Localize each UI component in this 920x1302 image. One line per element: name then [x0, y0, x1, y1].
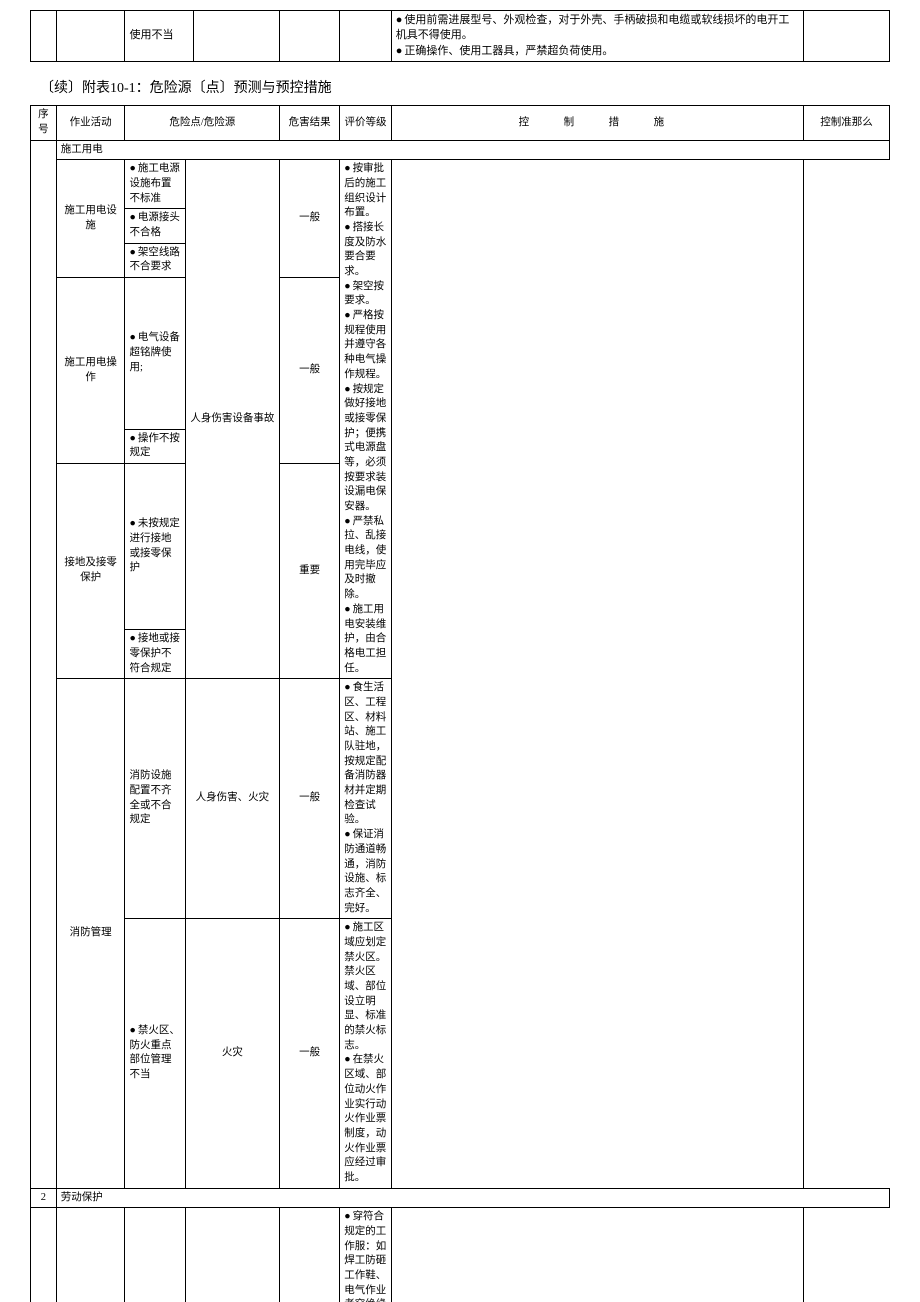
ctrl-p7: 施工用电安装维护，由合格电工担任。: [344, 603, 387, 676]
result-fire1: 人身伤害、火灾: [185, 679, 279, 919]
ctrl-p5: 按规定做好接地或接零保护；便携式电源盘等，必须按要求装设漏电保安器。: [344, 383, 387, 515]
hazard-2a: 电气设备超铭牌使用;: [125, 278, 185, 430]
ctrl-f1: 食生活区、工程区、材料站、施工队驻地，按规定配备消防器材并定期检查试验。: [344, 681, 387, 828]
controls-power: 按审批后的施工组织设计布置。 搭接长度及防水要合要求。 架空按要求。 严格按规程…: [340, 160, 392, 679]
hazard-1: 施工电源设施布置不标准: [125, 160, 185, 209]
activity-construction-power: 施工用电: [56, 140, 889, 160]
ctrl-p6: 严禁私拉、乱接电线，使用完毕应及时撤除。: [344, 515, 387, 603]
top-cell-controls: 使用前需进展型号、外观检查，对于外壳、手柄破损和电缆或软线损坏的电开工机具不得使…: [391, 11, 803, 62]
sub-dress: 人员着装: [56, 1208, 125, 1302]
result-fire2: 火灾: [185, 919, 279, 1188]
top-cell-empty5: [340, 11, 392, 62]
hazard-text-1a: 施工电源设施布置不标准: [129, 162, 180, 206]
top-cell-empty4: [280, 11, 340, 62]
hazard-text-1b: 电源接头不合格: [129, 211, 180, 240]
header-row: 序号 作业活动 危险点/危险源 危害结果 评价等级 控 制 措 施 控制准那么: [31, 106, 890, 140]
header-level: 评价等级: [340, 106, 392, 140]
header-result: 危害结果: [280, 106, 340, 140]
hazard-3b: 接地或接零保护不符合规定: [125, 630, 185, 679]
hazard-2b: 操作不按规定: [125, 429, 185, 463]
hazard-text-1c: 架空线路不合要求: [129, 246, 180, 275]
level-fire1: 一般: [280, 679, 340, 919]
sub-power-facility: 施工用电设施: [56, 160, 125, 278]
header-basis: 控制准那么: [804, 106, 890, 140]
hazard-table: 序号 作业活动 危险点/危险源 危害结果 评价等级 控 制 措 施 控制准那么 …: [30, 105, 890, 1189]
ctrl-f3: 施工区域应划定禁火区。禁火区域、部位设立明显、标准的禁火标志。: [344, 921, 387, 1053]
hazard-fire1: 消防设施配置不齐全或不合规定: [125, 679, 185, 919]
hazard-text-3a: 未按规定进行接地或接零保护: [129, 517, 180, 576]
hazard-text-2b: 操作不按规定: [129, 432, 180, 461]
hazard-table-2: 2 劳动保护 人员着装 着装不正确 人身伤害 一般 穿符合规定的工作服：如焊工防…: [30, 1188, 890, 1302]
hazard-1b: 电源接头不合格: [125, 209, 185, 243]
basis-power: [391, 160, 803, 1188]
ctrl-f2: 保证消防通道畅通，消防设施、标志齐全、完好。: [344, 828, 387, 916]
table-title: 〔续〕附表10-1：危险源〔点〕预测与预控措施: [30, 77, 890, 97]
hazard-text-3b: 接地或接零保护不符合规定: [129, 632, 180, 676]
header-seq: 序号: [31, 106, 57, 140]
top-cell-usage: 使用不当: [125, 11, 194, 62]
ctrl-f4: 在禁火区域、部位动火作业实行动火作业票制度，动火作业票应经过审批。: [344, 1053, 387, 1185]
controls-dress: 穿符合规定的工作服：如焊工防砸工作鞋、电气作业者穿绝缘鞋、登高作业穿防滑鞋等。 …: [340, 1208, 392, 1302]
hazard-fire2-text: 禁火区、防火重点部位管理不当: [129, 1024, 180, 1083]
top-cell-empty3: [194, 11, 280, 62]
activity-labor: 劳动保护: [56, 1188, 889, 1208]
sub-fire: 消防管理: [56, 679, 125, 1188]
sub-grounding: 接地及接零保护: [56, 463, 125, 678]
header-hazard: 危险点/危险源: [125, 106, 280, 140]
seq-cell: [31, 140, 57, 1188]
top-summary-table: 使用不当 使用前需进展型号、外观检查，对于外壳、手柄破损和电缆或软线损坏的电开工…: [30, 10, 890, 62]
hazard-fire2: 禁火区、防火重点部位管理不当: [125, 919, 185, 1188]
level-dress: 一般: [280, 1208, 340, 1302]
header-control: 控 制 措 施: [391, 106, 803, 140]
hazard-dress: 着装不正确: [125, 1208, 185, 1302]
hazard-text-2a: 电气设备超铭牌使用;: [129, 331, 180, 375]
level-important-1: 重要: [280, 463, 340, 678]
hazard-3a: 未按规定进行接地或接零保护: [125, 463, 185, 629]
ctrl-p1: 按审批后的施工组织设计布置。: [344, 162, 387, 221]
level-normal-2: 一般: [280, 278, 340, 464]
result-dress: 人身伤害: [185, 1208, 279, 1302]
seq-blank-labor: [31, 1208, 57, 1302]
ctrl-d1: 穿符合规定的工作服：如焊工防砸工作鞋、电气作业者穿绝缘鞋、登高作业穿防滑鞋等。: [344, 1210, 387, 1302]
basis-env: 安规〔线〕5.2.4、: [391, 1208, 803, 1302]
ctrl-p2: 搭接长度及防水要合要求。: [344, 221, 387, 280]
seq2-cell: 2: [31, 1188, 57, 1208]
top-control-2: 正确操作、使用工器具，严禁超负荷使用。: [396, 44, 799, 59]
hazard-1c: 架空线路不合要求: [125, 243, 185, 277]
ctrl-p3: 架空按要求。: [344, 280, 387, 309]
level-normal-1: 一般: [280, 160, 340, 278]
top-control-1: 使用前需进展型号、外观检查，对于外壳、手柄破损和电缆或软线损坏的电开工机具不得使…: [396, 13, 799, 44]
controls-fire2: 施工区域应划定禁火区。禁火区域、部位设立明显、标准的禁火标志。 在禁火区域、部位…: [340, 919, 392, 1188]
result-injury: 人身伤害设备事故: [185, 160, 279, 679]
level-fire2: 一般: [280, 919, 340, 1188]
sub-power-op: 施工用电操作: [56, 278, 125, 464]
top-cell-empty6: [804, 11, 890, 62]
top-cell-empty1: [31, 11, 57, 62]
top-cell-empty2: [56, 11, 125, 62]
ctrl-p4: 严格按规程使用并遵守各种电气操作规程。: [344, 309, 387, 382]
header-activity: 作业活动: [56, 106, 125, 140]
controls-fire1: 食生活区、工程区、材料站、施工队驻地，按规定配备消防器材并定期检查试验。 保证消…: [340, 679, 392, 919]
